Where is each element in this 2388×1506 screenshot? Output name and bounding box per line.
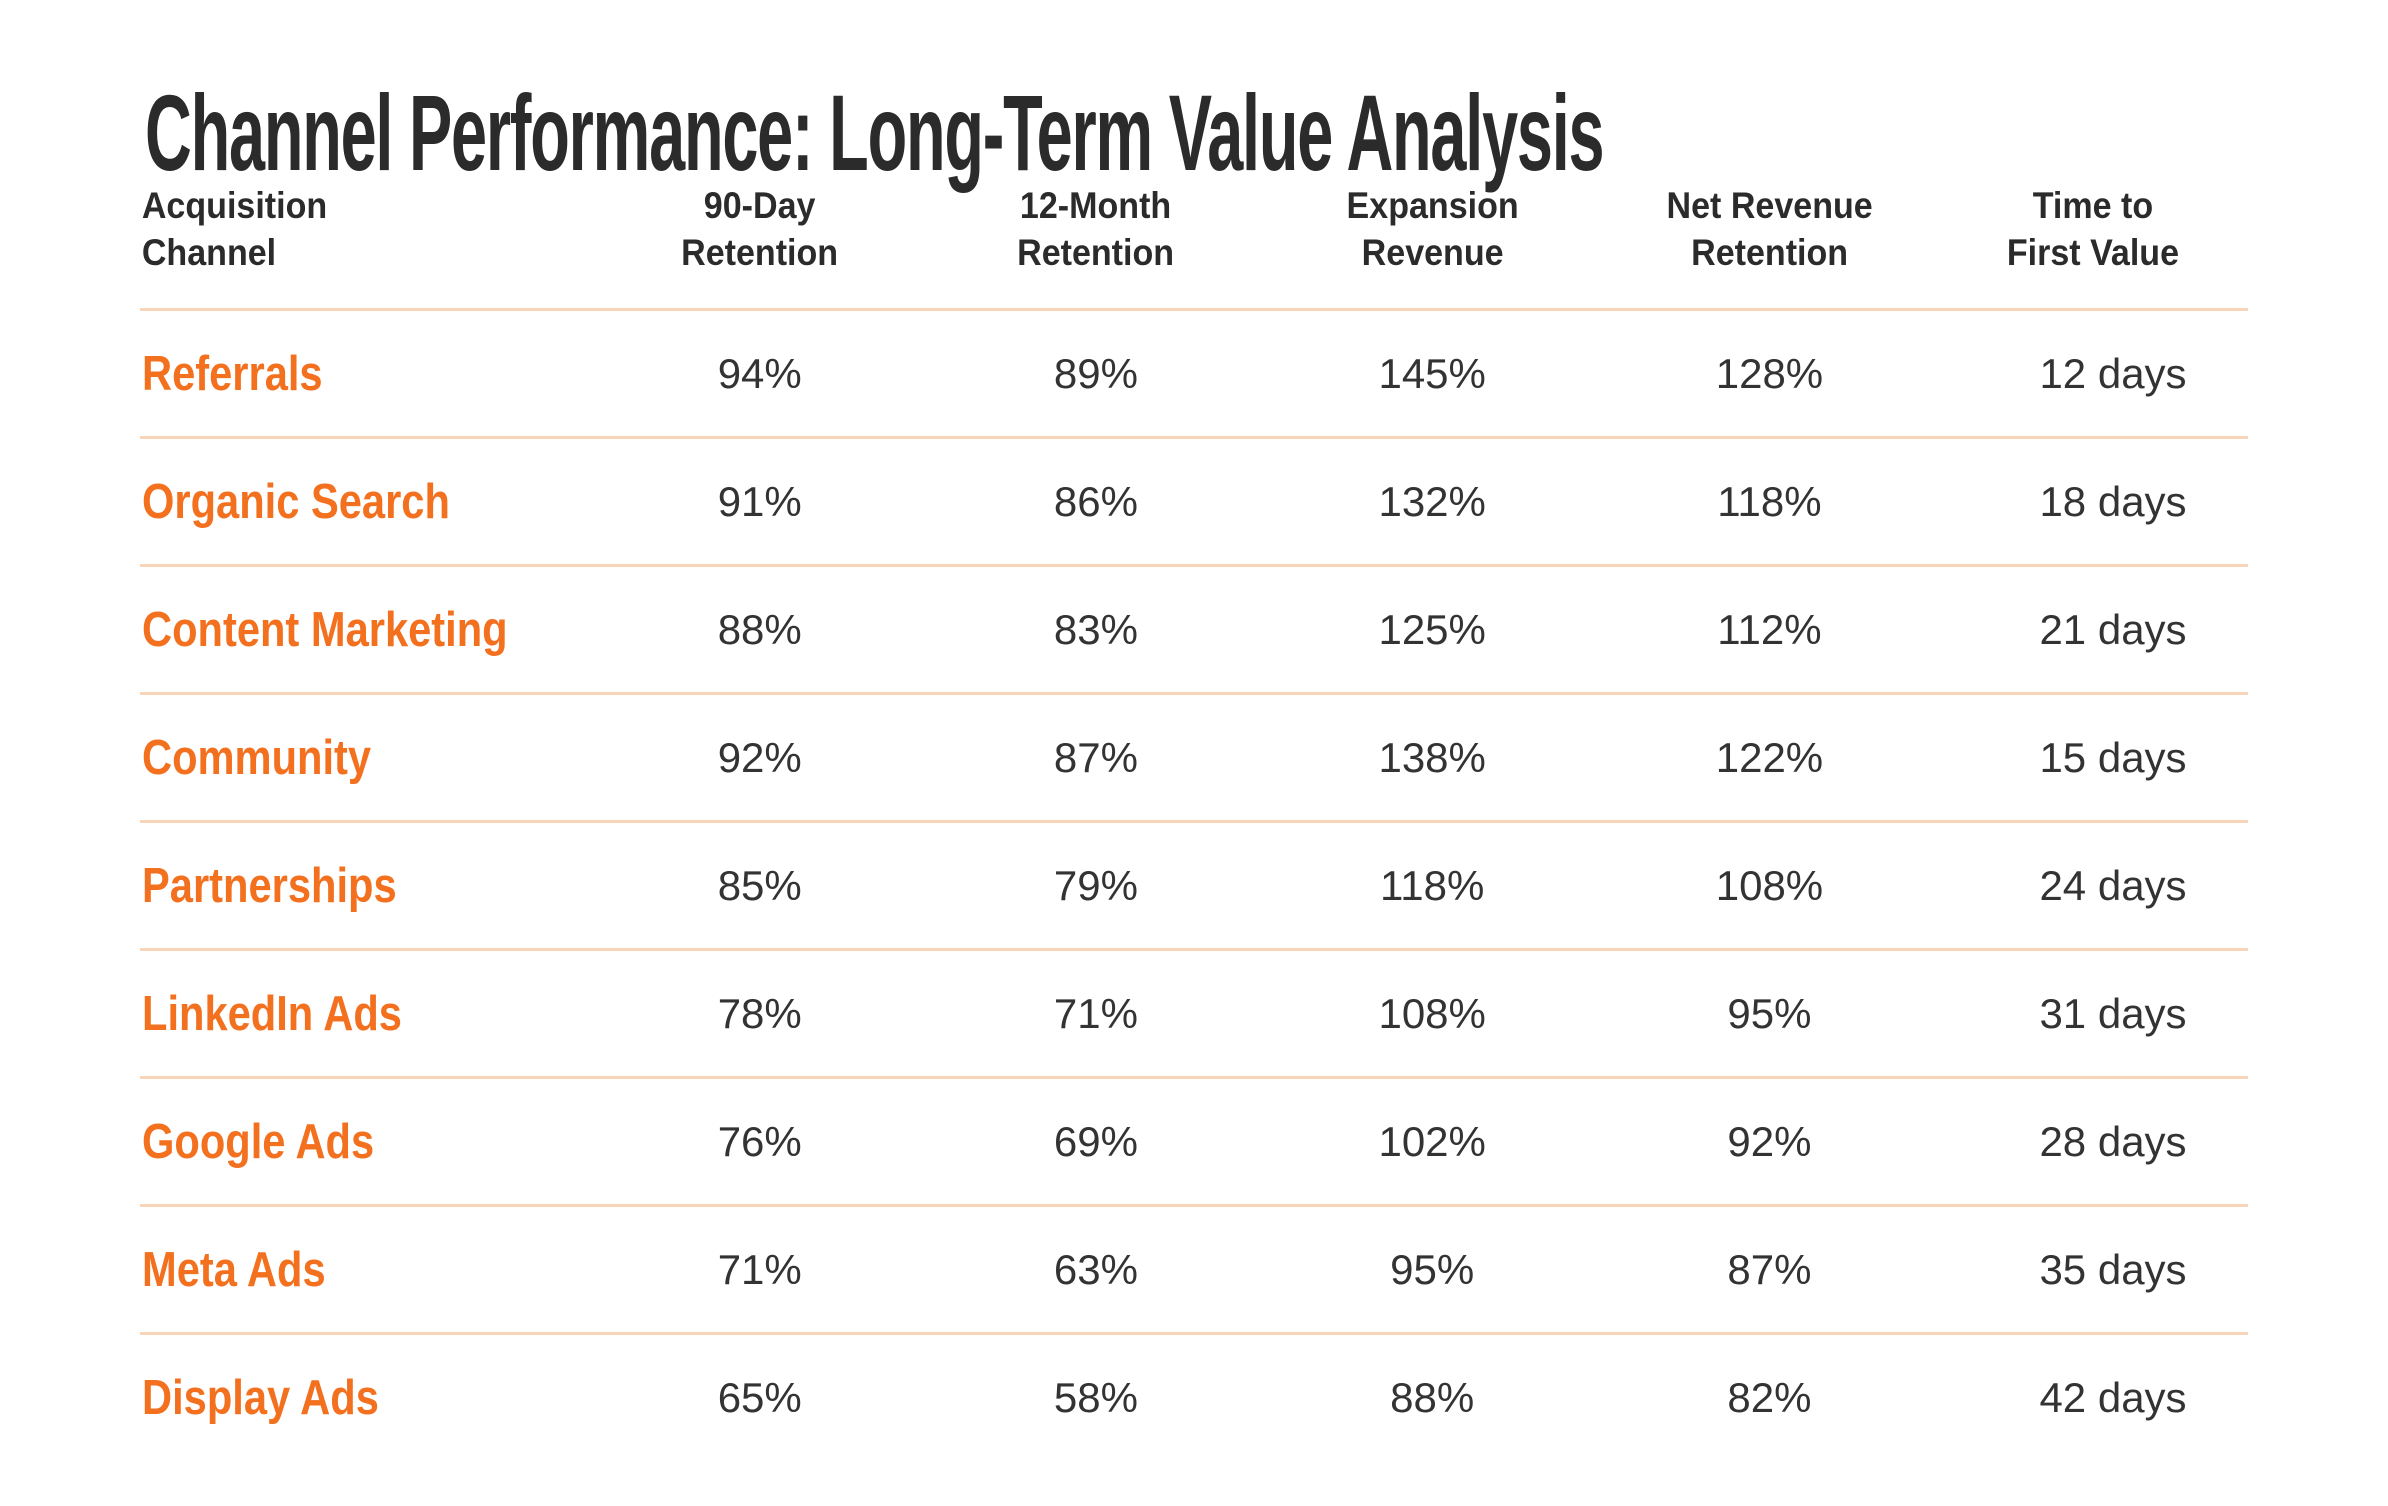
value-12-month-retention: 69% (1053, 1117, 1138, 1165)
value-time-to-first-value: 28 days (2039, 1117, 2187, 1165)
value-net-revenue-retention: 112% (1717, 605, 1822, 653)
column-header-acquisition-channel: Acquisition Channel (141, 185, 328, 273)
value-net-revenue-retention: 87% (1727, 1245, 1812, 1293)
value-net-revenue-retention: 122% (1715, 733, 1824, 781)
channel-name-cell: Content Marketing (140, 602, 591, 658)
report-table: Acquisition Channel 90-Day Retention 12-… (140, 182, 2248, 1460)
value-time-to-first-value: 18 days (2039, 477, 2187, 525)
value-expansion-revenue: 108% (1378, 989, 1486, 1037)
channel-name-cell: Meta Ads (140, 1242, 591, 1298)
value-net-revenue-retention: 128% (1715, 349, 1824, 397)
value-12-month-retention: 89% (1053, 349, 1138, 397)
value-12-month-retention: 86% (1053, 477, 1138, 525)
value-90-day-retention: 88% (717, 605, 802, 653)
value-net-revenue-retention: 92% (1727, 1117, 1812, 1165)
table-row: Display Ads 65% 58% 88% 82% 42 days (140, 1335, 2248, 1460)
value-90-day-retention: 65% (717, 1373, 802, 1421)
value-net-revenue-retention: 95% (1727, 989, 1812, 1037)
table-row: LinkedIn Ads 78% 71% 108% 95% 31 days (140, 951, 2248, 1079)
value-90-day-retention: 94% (717, 349, 802, 397)
table-row: Meta Ads 71% 63% 95% 87% 35 days (140, 1207, 2248, 1335)
value-expansion-revenue: 145% (1378, 349, 1486, 397)
channel-name-cell: Referrals (140, 346, 591, 402)
value-expansion-revenue: 132% (1378, 477, 1486, 525)
table-row: Referrals 94% 89% 145% 128% 12 days (140, 311, 2248, 439)
channel-name: Referrals (142, 346, 323, 401)
value-time-to-first-value: 42 days (2039, 1373, 2187, 1421)
value-time-to-first-value: 21 days (2039, 605, 2187, 653)
value-expansion-revenue: 95% (1390, 1245, 1475, 1293)
value-12-month-retention: 71% (1053, 989, 1138, 1037)
channel-name-cell: Community (140, 730, 591, 786)
value-90-day-retention: 85% (717, 861, 802, 909)
value-12-month-retention: 83% (1053, 605, 1138, 653)
value-net-revenue-retention: 118% (1717, 477, 1822, 525)
column-header-net-revenue-retention: Net Revenue Retention (1666, 185, 1873, 273)
value-90-day-retention: 76% (717, 1117, 802, 1165)
table-row: Google Ads 76% 69% 102% 92% 28 days (140, 1079, 2248, 1207)
table-row: Content Marketing 88% 83% 125% 112% 21 d… (140, 567, 2248, 695)
value-expansion-revenue: 118% (1380, 861, 1485, 909)
value-expansion-revenue: 125% (1378, 605, 1486, 653)
page-title: Channel Performance: Long-Term Value Ana… (145, 72, 1605, 193)
channel-name: Display Ads (142, 1370, 379, 1425)
channel-name-cell: Display Ads (140, 1370, 591, 1426)
value-time-to-first-value: 35 days (2039, 1245, 2187, 1293)
channel-name: Organic Search (142, 474, 450, 529)
column-header-time-to-first-value: Time to First Value (2006, 185, 2180, 273)
value-expansion-revenue: 88% (1390, 1373, 1475, 1421)
value-time-to-first-value: 12 days (2039, 349, 2187, 397)
value-90-day-retention: 71% (717, 1245, 802, 1293)
value-expansion-revenue: 102% (1378, 1117, 1486, 1165)
value-time-to-first-value: 24 days (2039, 861, 2187, 909)
value-12-month-retention: 87% (1053, 733, 1138, 781)
column-header-expansion-revenue: Expansion Revenue (1346, 185, 1519, 273)
table-row: Partnerships 85% 79% 118% 108% 24 days (140, 823, 2248, 951)
value-expansion-revenue: 138% (1378, 733, 1486, 781)
value-time-to-first-value: 15 days (2039, 733, 2187, 781)
channel-name: Meta Ads (142, 1242, 326, 1297)
table-row: Community 92% 87% 138% 122% 15 days (140, 695, 2248, 823)
table-row: Organic Search 91% 86% 132% 118% 18 days (140, 439, 2248, 567)
value-time-to-first-value: 31 days (2039, 989, 2187, 1037)
value-net-revenue-retention: 108% (1715, 861, 1824, 909)
value-net-revenue-retention: 82% (1727, 1373, 1812, 1421)
column-header-90-day-retention: 90-Day Retention (681, 185, 839, 273)
value-12-month-retention: 79% (1053, 861, 1138, 909)
channel-name: LinkedIn Ads (142, 986, 402, 1041)
channel-name-cell: Organic Search (140, 474, 591, 530)
channel-name-cell: Google Ads (140, 1114, 591, 1170)
table-header-row: Acquisition Channel 90-Day Retention 12-… (140, 182, 2248, 311)
channel-name-cell: Partnerships (140, 858, 591, 914)
value-12-month-retention: 58% (1053, 1373, 1138, 1421)
value-90-day-retention: 92% (717, 733, 802, 781)
column-header-12-month-retention: 12-Month Retention (1017, 185, 1175, 273)
value-12-month-retention: 63% (1053, 1245, 1138, 1293)
channel-name: Content Marketing (142, 602, 508, 657)
channel-name-cell: LinkedIn Ads (140, 986, 591, 1042)
channel-name: Partnerships (142, 858, 397, 913)
value-90-day-retention: 78% (717, 989, 802, 1037)
channel-name: Google Ads (142, 1114, 375, 1169)
channel-name: Community (142, 730, 372, 785)
value-90-day-retention: 91% (717, 477, 802, 525)
